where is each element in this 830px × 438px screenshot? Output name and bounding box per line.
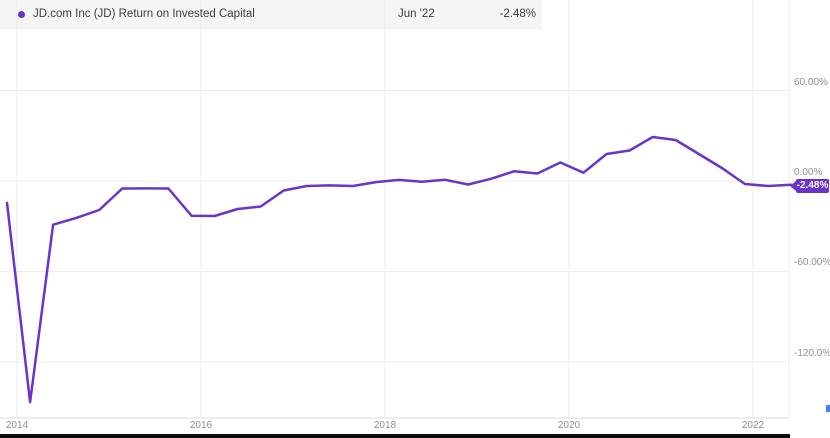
- last-value-badge: -2.48%: [796, 179, 829, 193]
- x-axis-tick-label: 2016: [189, 420, 213, 431]
- y-axis-tick-label: 60.00%: [794, 76, 828, 88]
- roic-line-series[interactable]: [5, 135, 793, 404]
- corner-accent: [826, 405, 830, 412]
- last-value-badge-arrow-icon: [790, 181, 796, 191]
- y-axis-tick-label: -60.00%: [794, 257, 830, 269]
- y-axis-tick-label: -120.0%: [794, 347, 830, 359]
- x-axis-tick-label: 2018: [373, 420, 397, 431]
- hover-value: -2.48%: [499, 8, 536, 20]
- x-axis-tick-label: 2022: [741, 420, 765, 431]
- series-label: JD.com Inc (JD) Return on Invested Capit…: [33, 8, 255, 20]
- y-axis-tick-label: 0.00%: [794, 167, 823, 178]
- legend-row: JD.com Inc (JD) Return on Invested Capit…: [0, 0, 542, 28]
- window-bottom-edge: [0, 434, 790, 438]
- x-axis-tick-label: 2014: [5, 420, 29, 431]
- x-axis-tick-label: 2020: [557, 420, 581, 431]
- series-color-dot-icon: [18, 11, 25, 18]
- hover-date: Jun '22: [398, 8, 435, 20]
- legend-bar: [0, 0, 542, 29]
